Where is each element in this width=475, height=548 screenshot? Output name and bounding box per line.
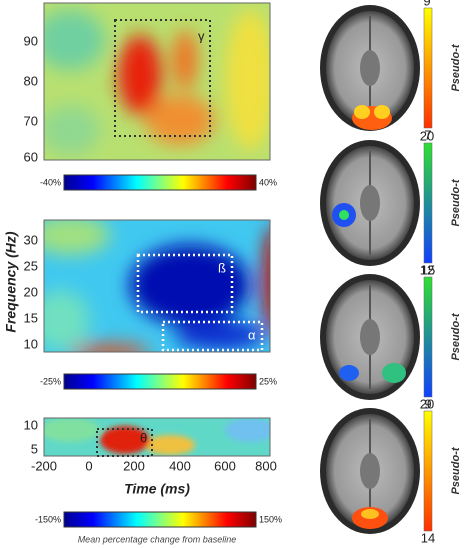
- y-tick-label: 70: [24, 113, 38, 128]
- colorbar-min: 14: [421, 530, 435, 545]
- y-tick-label: 10: [24, 417, 38, 432]
- x-tick-label: 600: [214, 458, 236, 473]
- box-label: α: [248, 327, 256, 342]
- colorbar: [423, 7, 433, 129]
- activation: [382, 363, 406, 383]
- y-axis-label: Frequency (Hz): [3, 231, 19, 332]
- brain-column: 9 7 Pseudo-t 20 15 Pseudo-t 12 9 Pseudo-t 20 14 Pse…: [320, 0, 462, 545]
- colorbar: [423, 142, 433, 264]
- plot-frame: [43, 417, 271, 457]
- x-tick-label: -200: [31, 458, 57, 473]
- colorbar-label: Pseudo-t: [450, 446, 462, 494]
- colorbar-max: 25%: [259, 376, 277, 386]
- colorbar-max: 9: [423, 0, 430, 8]
- heatmap-beta-alpha: [44, 220, 270, 352]
- colorbar-max: 40%: [259, 177, 277, 187]
- x-tick-label: 200: [123, 458, 145, 473]
- y-tick-label: 15: [24, 310, 38, 325]
- box-label: γ: [198, 28, 205, 43]
- plot-frame: [43, 2, 271, 161]
- colorbar-min: 7: [424, 127, 431, 142]
- colorbar-min: 9: [424, 396, 431, 411]
- colorbar: [423, 410, 433, 532]
- plot-frame: [43, 219, 271, 353]
- box: [161, 320, 264, 352]
- y-tick-label: 25: [24, 258, 38, 273]
- colorbar-label: Pseudo-t: [450, 43, 462, 91]
- colorbar-label: Pseudo-t: [450, 312, 462, 360]
- ventricle: [360, 453, 380, 489]
- x-tick-label: 400: [169, 458, 191, 473]
- y-tick-label: 30: [24, 232, 38, 247]
- box-label: ß: [218, 260, 226, 275]
- heatmap-gamma: [44, 3, 270, 160]
- colorbar-min: -25%: [40, 376, 61, 386]
- colorbar-max: 150%: [259, 514, 282, 524]
- y-tick-label: 60: [24, 149, 38, 164]
- colorbar-min: -150%: [35, 514, 61, 524]
- x-ticks: -200 0 200 400 600 800: [31, 458, 277, 473]
- box: [96, 428, 153, 457]
- activation: [374, 105, 390, 119]
- box: [136, 253, 234, 314]
- colorbar: [423, 276, 433, 398]
- ventricle: [360, 319, 380, 355]
- activation: [339, 210, 349, 220]
- heatmap-theta: [44, 418, 270, 456]
- ventricle: [360, 50, 380, 86]
- activation: [354, 105, 370, 119]
- y-tick-label: 20: [24, 284, 38, 299]
- colorbar-label: Pseudo-t: [450, 178, 462, 226]
- colorbar: [63, 373, 257, 390]
- y-tick-label: 10: [24, 336, 38, 351]
- colorbar: [63, 511, 257, 528]
- colorbar-max: 20: [420, 396, 434, 411]
- caption: Mean percentage change from baseline: [78, 534, 237, 544]
- activation: [361, 509, 379, 519]
- y-tick-label: 80: [24, 73, 38, 88]
- colorbar: [63, 174, 257, 191]
- activation: [339, 365, 359, 381]
- box-label: θ: [140, 430, 147, 445]
- ventricle: [360, 185, 380, 221]
- x-tick-label: 800: [255, 458, 277, 473]
- colorbar-max: 20: [420, 128, 434, 143]
- colorbar-min: -40%: [40, 177, 61, 187]
- x-tick-label: 0: [85, 458, 92, 473]
- colorbar-max: 12: [420, 262, 434, 277]
- colorbar-min: 15: [421, 262, 435, 277]
- y-tick-label: 5: [31, 441, 38, 456]
- y-tick-label: 90: [24, 33, 38, 48]
- x-axis-label: Time (ms): [124, 481, 190, 497]
